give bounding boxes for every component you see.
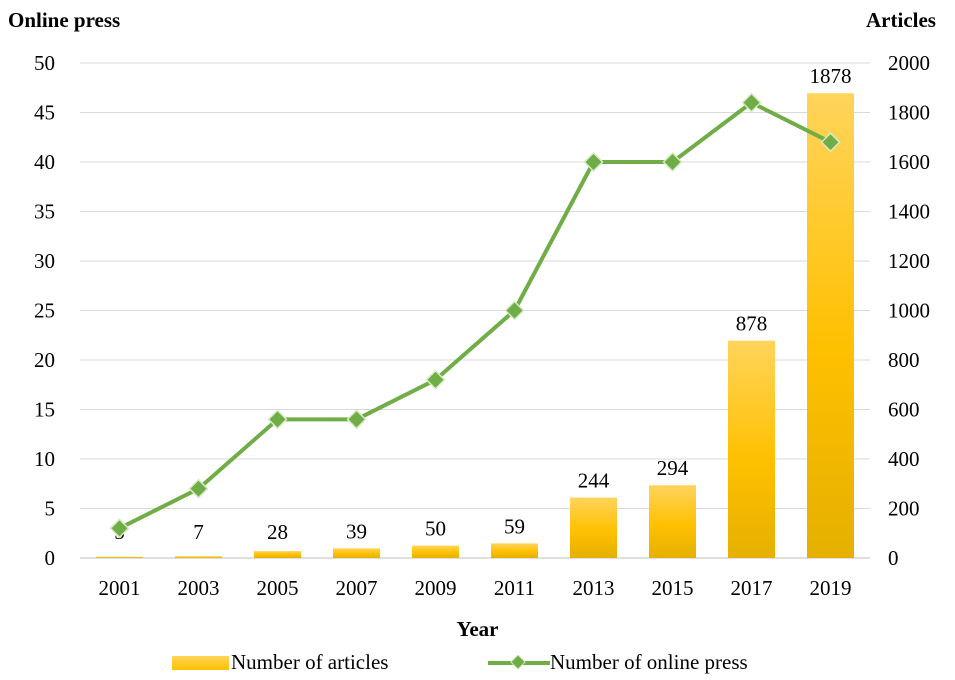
legend-item-online-press: Number of online press [488, 650, 748, 675]
bar-data-label: 50 [425, 517, 446, 541]
x-tick-label: 2017 [731, 576, 773, 600]
x-tick-label: 2001 [99, 576, 141, 600]
bar-data-label: 244 [578, 469, 610, 493]
line-point [109, 518, 130, 539]
line-point [267, 409, 288, 430]
right-tick-label: 1600 [888, 150, 930, 174]
bar-articles [333, 548, 380, 558]
line-point [504, 300, 525, 321]
line-point [425, 369, 446, 390]
line-point [188, 478, 209, 499]
left-tick-label: 50 [34, 51, 55, 75]
bar-articles [412, 545, 459, 558]
x-tick-label: 2005 [257, 576, 299, 600]
right-tick-label: 1000 [888, 299, 930, 323]
left-tick-label: 35 [34, 200, 55, 224]
x-tick-label: 2013 [573, 576, 615, 600]
left-tick-label: 25 [34, 299, 55, 323]
right-tick-label: 800 [888, 348, 920, 372]
x-tick-label: 2011 [494, 576, 535, 600]
legend-bar-swatch [172, 655, 229, 670]
x-tick-label: 2015 [652, 576, 694, 600]
bar-data-label: 1878 [810, 64, 852, 88]
right-axis-title: Articles [866, 8, 936, 32]
x-tick-label: 2009 [415, 576, 457, 600]
legend-line-swatch [488, 654, 550, 670]
left-tick-label: 0 [45, 546, 56, 570]
bar-articles [254, 551, 301, 558]
bar-data-label: 28 [267, 520, 288, 544]
left-axis-title: Online press [8, 8, 121, 32]
left-tick-label: 40 [34, 150, 55, 174]
line-online-press [118, 100, 832, 531]
bar-articles [570, 497, 617, 558]
x-tick-label: 2007 [336, 576, 378, 600]
bar-data-label: 59 [504, 514, 525, 538]
left-tick-label: 10 [34, 447, 55, 471]
left-tick-label: 20 [34, 348, 55, 372]
bar-articles [649, 485, 696, 558]
x-axis-title: Year [456, 617, 499, 641]
x-tick-label: 2003 [178, 576, 220, 600]
right-tick-label: 0 [888, 546, 899, 570]
right-tick-label: 400 [888, 447, 920, 471]
bar-data-label: 7 [193, 520, 204, 544]
bar-data-label: 39 [346, 519, 367, 543]
right-tick-label: 1200 [888, 249, 930, 273]
left-tick-label: 30 [34, 249, 55, 273]
bar-data-label: 878 [736, 312, 768, 336]
right-tick-label: 2000 [888, 51, 930, 75]
bar-articles [807, 93, 854, 558]
left-tick-label: 5 [45, 497, 56, 521]
right-tick-label: 200 [888, 497, 920, 521]
legend-label-articles: Number of articles [231, 650, 389, 674]
bar-articles [175, 556, 222, 558]
right-tick-label: 600 [888, 398, 920, 422]
bar-articles [491, 543, 538, 558]
legend-label-online-press: Number of online press [550, 650, 748, 674]
legend-item-articles: Number of articles [172, 650, 388, 675]
bar-data-label: 294 [657, 456, 689, 480]
x-tick-label: 2019 [810, 576, 852, 600]
line-point [820, 132, 841, 153]
bar-articles [728, 340, 775, 558]
line-point [346, 409, 367, 430]
bar-articles [96, 556, 143, 558]
left-tick-label: 15 [34, 398, 55, 422]
right-tick-label: 1400 [888, 200, 930, 224]
right-tick-label: 1800 [888, 101, 930, 125]
line-point [583, 151, 604, 173]
line-point [741, 92, 762, 113]
left-tick-label: 45 [34, 101, 55, 125]
legend: Number of articles Number of online pres… [0, 650, 955, 680]
line-point [662, 151, 683, 173]
